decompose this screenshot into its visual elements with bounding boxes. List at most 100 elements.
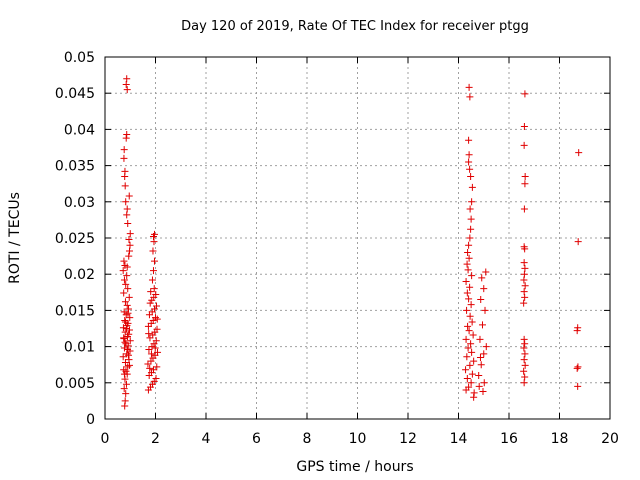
data-point [463,260,471,268]
y-tick-label: 0.045 [55,86,95,102]
data-point [574,382,582,390]
data-point [466,283,474,291]
data-point [469,331,477,339]
data-point [121,298,129,306]
data-point [521,293,529,301]
y-axis-label: ROTI / TECUs [7,192,23,284]
data-point [123,301,131,309]
data-point [520,299,528,307]
x-tick-label: 10 [349,431,367,447]
data-point [126,241,134,249]
data-point [520,367,528,375]
data-point [465,295,473,303]
data-point [122,380,130,388]
data-point [124,309,132,317]
data-point [521,264,529,272]
data-point [476,353,484,361]
data-point [123,345,131,353]
data-point [120,370,128,378]
x-tick-label: 12 [399,431,417,447]
data-point [122,325,130,332]
data-point [123,272,131,280]
data-point [125,252,133,260]
data-point [475,372,483,380]
data-point [462,335,470,343]
data-point [520,344,528,352]
data-point [465,327,473,335]
data-point [463,306,471,314]
data-point [150,230,158,238]
data-point [464,266,472,274]
data-point [476,335,484,343]
data-point [574,238,582,246]
data-point [122,390,130,398]
data-point [147,350,155,358]
data-point [125,330,133,338]
y-tick-label: 0.04 [64,122,95,138]
data-point [119,324,127,332]
data-point [468,348,476,356]
data-point [465,136,473,144]
data-point [149,267,157,275]
data-point [124,220,132,228]
data-point [574,363,582,371]
x-tick-label: 4 [202,431,211,447]
data-point [120,257,128,265]
data-point [125,192,133,200]
data-point [520,270,528,278]
data-point [480,285,488,293]
data-point [150,285,158,293]
data-point [468,183,476,191]
y-tick-label: 0.015 [55,303,95,319]
data-point [120,385,128,393]
data-point [520,259,528,267]
data-point [126,337,134,345]
data-point [122,134,130,142]
data-point [146,364,154,372]
data-point [125,235,133,243]
data-point [521,373,529,381]
data-point [466,312,474,320]
data-point [126,230,134,238]
data-point [470,357,478,365]
data-point [126,314,134,322]
data-point [150,257,158,265]
data-point [465,151,473,159]
data-point [462,366,470,374]
x-tick-label: 16 [500,431,518,447]
data-point [121,318,129,326]
y-tick-label: 0.01 [64,340,95,356]
data-point [520,379,528,387]
data-point [482,343,490,351]
data-point [521,350,529,358]
data-point [477,361,485,369]
data-point [468,370,476,378]
x-tick-label: 2 [151,431,160,447]
data-point [574,324,582,332]
data-point [152,314,159,322]
data-point [124,285,132,293]
data-point [119,267,127,275]
data-point [149,366,157,374]
data-point [520,335,528,343]
data-point [470,393,478,401]
data-point [122,81,130,89]
data-point [467,225,475,233]
data-point [123,211,131,219]
data-point [468,272,476,280]
data-point [148,380,156,388]
x-tick-label: 18 [551,431,569,447]
data-point [153,302,161,310]
data-point [121,402,129,410]
data-point [154,348,162,356]
data-point [478,274,486,282]
data-point [120,334,128,342]
data-point [120,308,128,316]
data-point [464,248,472,256]
data-point [470,389,478,397]
data-point [467,340,475,348]
data-point [462,277,470,285]
data-point [466,361,474,369]
data-point [520,356,528,364]
